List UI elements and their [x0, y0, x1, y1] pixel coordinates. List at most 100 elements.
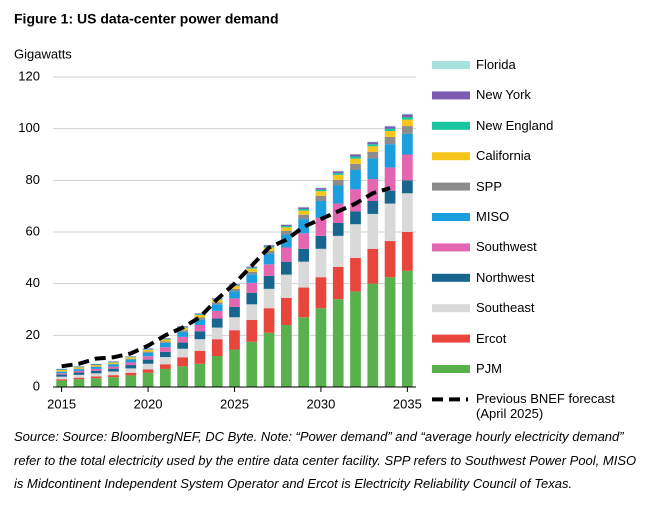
- bar-segment: [229, 288, 240, 292]
- bar-segment: [384, 126, 396, 129]
- bar-segment: [73, 367, 85, 369]
- bar-segment: [142, 369, 154, 373]
- bar-segment: [367, 142, 379, 145]
- bar-segment: [315, 195, 327, 201]
- bar-segment: [384, 190, 396, 204]
- bar-segment: [280, 297, 292, 325]
- forecast-line: [61, 186, 391, 369]
- bar-segment: [90, 376, 102, 379]
- bar-segment: [125, 358, 137, 360]
- source-note: Source: Source: BloombergNEF, DC Byte. N…: [14, 429, 637, 491]
- bar-segment: [401, 154, 413, 181]
- bar-segment: [384, 277, 396, 387]
- bar-segment: [263, 264, 275, 276]
- bar-segment: [263, 288, 275, 309]
- bar-segment: [73, 366, 85, 368]
- bar-segment: [401, 113, 413, 115]
- bar-segment: [298, 210, 310, 215]
- bar-segment: [367, 146, 379, 152]
- bar-segment: [159, 351, 171, 358]
- legend-swatch: [432, 61, 470, 69]
- bar-segment: [350, 163, 361, 170]
- bar-segment: [142, 359, 154, 364]
- bar-segment: [332, 266, 344, 300]
- x-tick-label: 2025: [220, 396, 249, 411]
- bar-segment: [229, 330, 240, 350]
- bar-segment: [211, 304, 223, 311]
- bar-segment: [332, 170, 344, 172]
- bar-segment: [367, 213, 379, 249]
- bar-segment: [73, 366, 85, 367]
- bar-segment: [125, 356, 137, 357]
- bar-segment: [56, 369, 68, 372]
- bar-segment: [90, 368, 102, 371]
- bar-segment: [142, 348, 154, 350]
- x-tick-label: 2020: [134, 396, 163, 411]
- bar-segment: [315, 188, 327, 190]
- bar-segment: [298, 214, 310, 220]
- bar-segment: [315, 191, 327, 196]
- bar-segment: [90, 364, 102, 366]
- bar-segment: [367, 151, 379, 159]
- bar-segment: [159, 368, 171, 387]
- bar-segment: [229, 349, 240, 387]
- bar-segment: [159, 338, 171, 340]
- bar-segment: [73, 368, 85, 370]
- bar-segment: [298, 207, 310, 210]
- bar-segment: [73, 377, 85, 380]
- bar-segment: [73, 379, 85, 387]
- y-tick-label: 120: [18, 68, 40, 83]
- bar-segment: [384, 144, 396, 168]
- bar-segment: [177, 348, 189, 358]
- bar-segment: [108, 366, 119, 369]
- legend-swatch: [432, 304, 470, 313]
- bar-segment: [56, 371, 68, 374]
- legend-swatch: [432, 152, 470, 161]
- legend-label: Northwest: [476, 269, 535, 285]
- bar-segment: [350, 156, 361, 159]
- legend-swatch: [432, 121, 470, 130]
- legend-label: SPP: [476, 178, 503, 194]
- bar-segment: [56, 380, 68, 387]
- bar-segment: [367, 144, 379, 147]
- bar-segment: [108, 375, 119, 378]
- legend-label: MISO: [476, 209, 510, 224]
- bar-segment: [298, 317, 310, 387]
- bar-segment: [280, 230, 292, 235]
- bar-segment: [280, 325, 292, 387]
- bar-segment: [142, 372, 154, 387]
- bar-segment: [384, 241, 396, 278]
- bar-segment: [263, 275, 275, 289]
- bar-segment: [229, 285, 240, 289]
- legend-label: New England: [476, 117, 554, 133]
- bar-segment: [56, 374, 68, 377]
- bar-segment: [246, 267, 258, 269]
- bar-segment: [177, 357, 189, 367]
- bar-segment: [229, 317, 240, 331]
- x-tick-label: 2030: [306, 396, 335, 411]
- bar-segment: [367, 179, 379, 201]
- bar-segment: [332, 173, 344, 175]
- chart: Figure 1: US data-center power demand Gi…: [14, 11, 470, 411]
- bar-segment: [194, 314, 206, 318]
- bar-segment: [229, 291, 240, 299]
- bar-segment: [142, 349, 154, 352]
- bar-segment: [315, 187, 327, 189]
- bar-segment: [350, 257, 361, 292]
- bar-segment: [298, 287, 310, 318]
- bar-segment: [125, 362, 137, 366]
- bar-segment: [401, 133, 413, 155]
- bar-segment: [125, 356, 137, 358]
- bar-segment: [246, 292, 258, 305]
- bar-segment: [211, 339, 223, 356]
- bar-segment: [73, 374, 85, 378]
- bar-segment: [246, 266, 258, 268]
- bar-segment: [280, 227, 292, 231]
- bar-segment: [90, 373, 102, 377]
- legend-label: California: [476, 148, 531, 164]
- bar-segment: [108, 377, 119, 387]
- bar-segment: [211, 310, 223, 319]
- y-tick-label: 80: [26, 172, 40, 187]
- bar-segment: [125, 365, 137, 369]
- bar-segment: [315, 217, 327, 236]
